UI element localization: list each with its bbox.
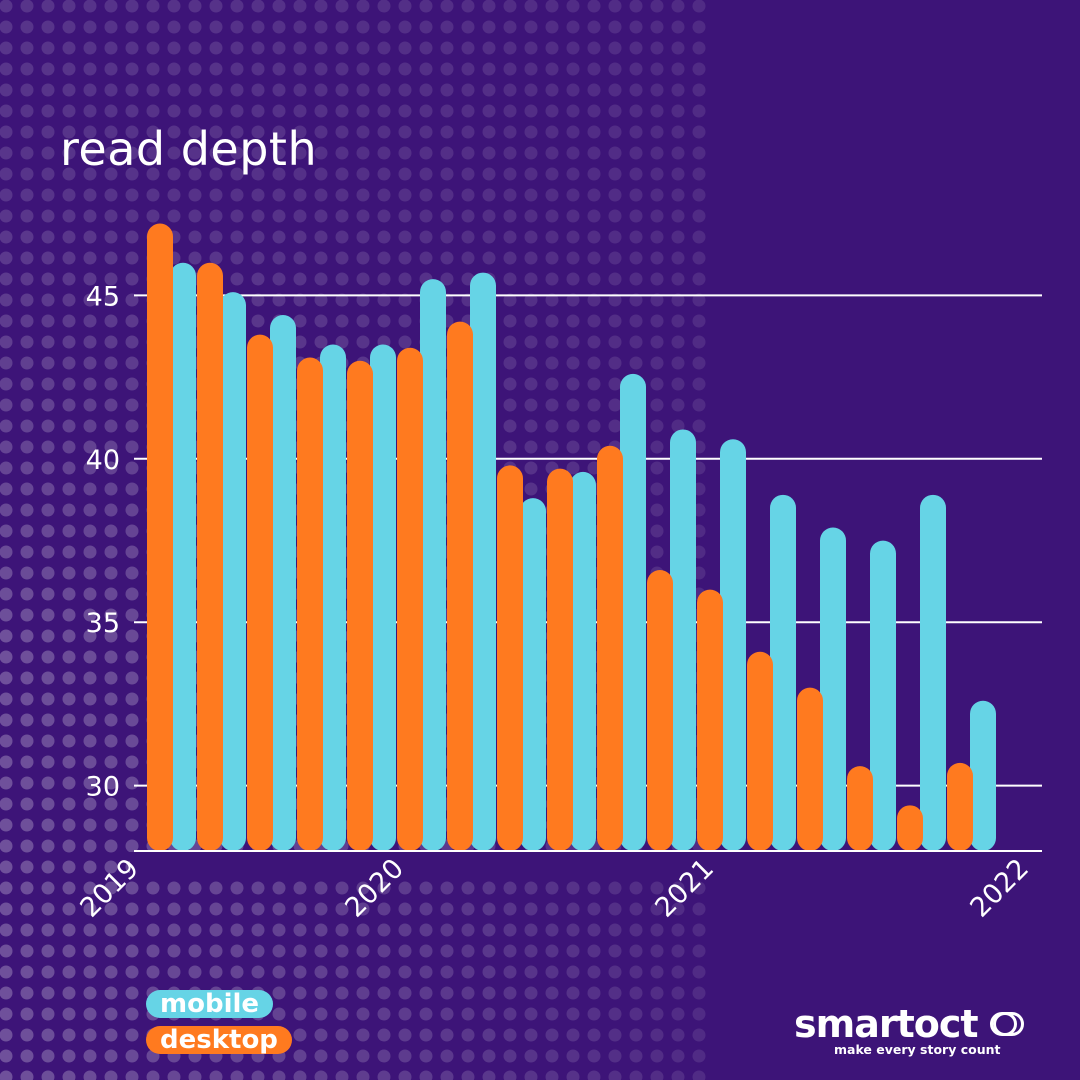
brand-wordmark: smartoct: [794, 1002, 979, 1046]
bar-mobile: [770, 494, 796, 851]
bar-desktop: [247, 334, 273, 851]
bar-mobile: [620, 373, 646, 851]
bar-desktop: [697, 589, 723, 851]
bar-desktop: [847, 766, 873, 851]
bar-desktop: [347, 360, 373, 851]
bar-mobile: [220, 292, 246, 851]
bar-mobile: [970, 700, 996, 851]
legend-item-mobile: mobile: [146, 990, 274, 1018]
y-tick-label: 35: [86, 608, 120, 639]
bar-mobile: [870, 540, 896, 851]
bar-mobile: [720, 439, 746, 851]
bar-desktop: [597, 445, 623, 851]
bar-desktop: [197, 262, 223, 851]
bar-desktop: [447, 321, 473, 851]
brand-tagline: make every story count: [834, 1042, 1001, 1057]
bar-desktop: [547, 468, 573, 851]
y-tick-label: 45: [86, 281, 120, 312]
y-tick-label: 40: [86, 445, 120, 476]
bar-mobile: [820, 527, 846, 851]
bar-desktop: [897, 805, 923, 851]
bar-desktop: [497, 465, 523, 851]
bar-mobile: [270, 315, 296, 852]
bar-mobile: [320, 344, 346, 851]
bar-desktop: [647, 569, 673, 851]
chart-title: read depth: [60, 122, 318, 176]
bar-mobile: [470, 272, 496, 851]
legend-item-desktop: desktop: [146, 1026, 292, 1054]
y-tick-label: 30: [86, 772, 120, 803]
toggle-knob-icon: [993, 1012, 1017, 1036]
bar-mobile: [920, 494, 946, 851]
baseline-mask: [130, 852, 1050, 878]
bar-desktop: [797, 687, 823, 851]
bar-desktop: [297, 357, 323, 851]
bar-mobile: [370, 344, 396, 851]
bar-desktop: [147, 223, 173, 851]
bar-mobile: [420, 279, 446, 852]
bar-desktop: [747, 651, 773, 851]
bar-mobile: [670, 429, 696, 851]
bar-mobile: [570, 471, 596, 851]
bar-mobile: [170, 262, 196, 851]
bars: [147, 223, 996, 852]
bar-mobile: [520, 498, 546, 851]
bar-desktop: [397, 347, 423, 851]
brand-logo: smartoct make every story count: [794, 1004, 1034, 1064]
toggle-icon: [990, 1012, 1024, 1036]
bar-desktop: [947, 762, 973, 851]
